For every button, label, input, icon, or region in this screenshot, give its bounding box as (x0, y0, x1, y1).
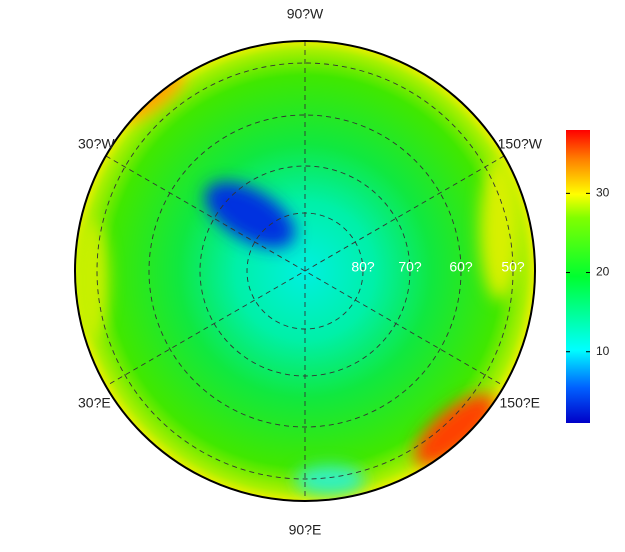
latitude-label: 80? (351, 259, 375, 275)
colorbar (566, 130, 590, 423)
longitude-label: 30?W (78, 136, 115, 152)
colorbar-tick-label: 10 (596, 344, 610, 358)
longitude-label: 150?W (498, 136, 543, 152)
colorbar-tick-label: 20 (596, 265, 610, 279)
map-border (74, 40, 536, 502)
longitude-label: 90?E (289, 522, 322, 538)
latitude-label: 60? (449, 259, 473, 275)
longitude-label: 30?E (78, 395, 111, 411)
latitude-label: 70? (398, 259, 422, 275)
latitude-label: 50? (501, 259, 525, 275)
longitude-label: 90?W (287, 6, 324, 22)
graticule (96, 41, 514, 501)
labels: 90?W 30?W 150?W 30?E 150?E 90?E 80? 70? 60? 50? 10… (78, 6, 610, 538)
longitude-label: 150?E (500, 395, 540, 411)
colorbar-tick-label: 30 (596, 186, 610, 200)
